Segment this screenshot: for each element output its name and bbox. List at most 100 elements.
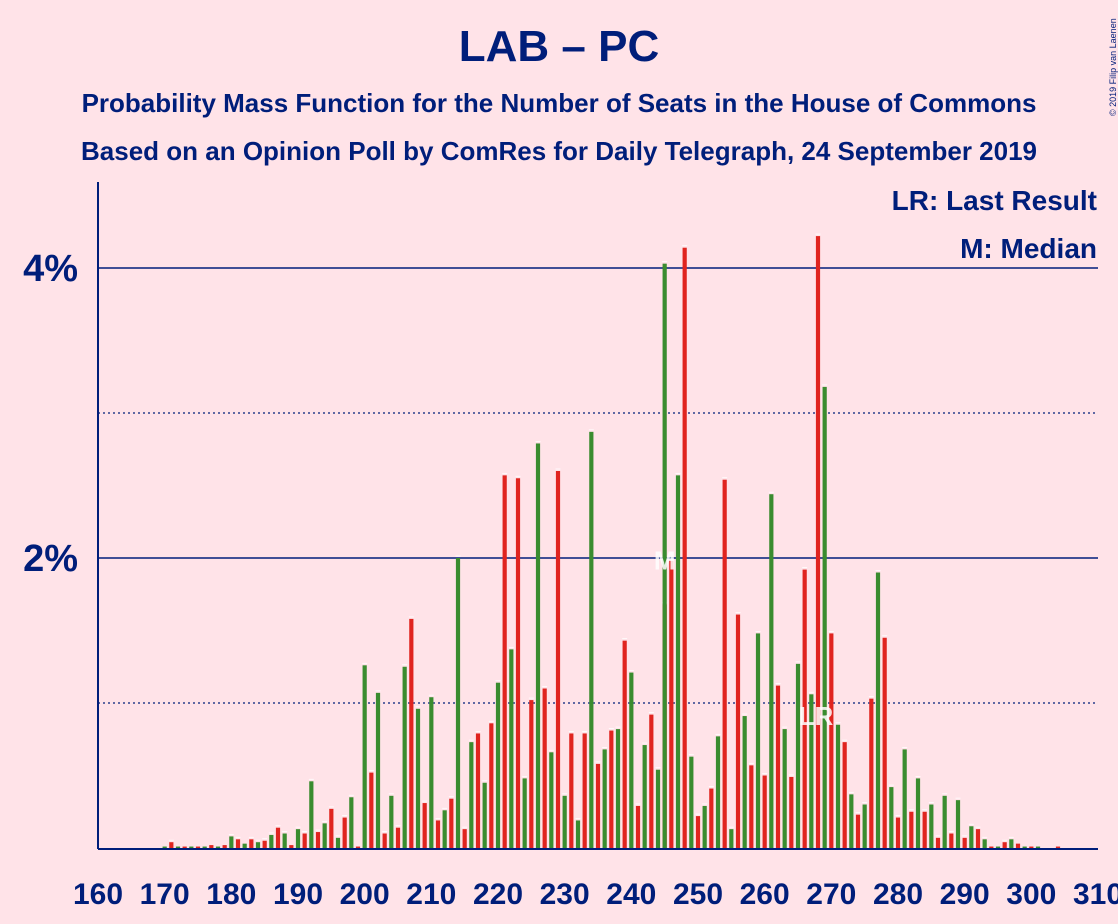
bar-seat-283 [915,778,921,848]
bar-seat-264 [789,776,794,848]
bar-seat-212 [442,810,447,848]
bar-seat-300 [1029,846,1034,848]
bar-seat-208 [415,708,421,848]
bar-seat-191 [302,833,307,848]
bar-seat-181 [235,839,241,848]
bar-seat-271 [835,724,841,848]
bar-seat-177 [209,845,214,848]
bar-seat-180 [229,836,234,848]
y-tick-2: 2% [23,538,78,580]
bar-seat-224 [522,778,527,848]
markers: M LR [654,546,834,731]
bars [162,233,1061,849]
bar-seat-218 [482,782,487,848]
bar-seat-241 [635,805,641,848]
x-tick-250: 250 [673,878,723,911]
bar-seat-197 [342,817,347,848]
legend-median: M: Median [960,233,1097,264]
bar-seat-296 [1002,842,1007,848]
bar-seat-256 [735,614,741,848]
bar-seat-289 [955,800,961,848]
bar-seat-267 [809,694,814,848]
bar-seat-234 [589,431,594,848]
x-tick-310: 310 [1073,878,1118,911]
bar-seat-285 [929,804,934,848]
bar-seat-236 [602,749,607,848]
bar-seat-184 [255,842,261,848]
bar-seat-186 [269,834,274,848]
bar-seat-228 [549,752,554,848]
bar-seat-288 [949,833,954,848]
bar-seat-220 [495,682,501,848]
bar-seat-178 [215,846,221,848]
bar-seat-240 [629,672,634,848]
x-tick-labels: 160 170 180 190 200 210 220 230 240 250 260 270 280 2… [73,878,1118,911]
bar-seat-260 [762,775,767,848]
bar-seat-242 [642,745,647,848]
bar-seat-258 [749,765,754,848]
bar-seat-173 [182,846,187,848]
bar-seat-249 [689,756,694,848]
bar-seat-237 [609,730,614,848]
bar-seat-273 [849,794,854,848]
bar-seat-172 [175,846,181,848]
gridlines [98,267,1098,704]
bar-seat-231 [569,733,574,848]
bar-seat-176 [202,846,207,848]
bar-seat-219 [489,723,494,848]
bar-seat-282 [909,811,914,848]
x-tick-160: 160 [73,878,123,911]
bar-seat-299 [1022,846,1027,848]
x-tick-300: 300 [1006,878,1056,911]
y-tick-4: 4% [23,248,78,290]
bar-seat-182 [242,843,247,848]
x-tick-290: 290 [940,878,990,911]
bar-seat-261 [769,494,774,848]
bar-seat-215 [462,829,467,848]
bar-seat-281 [902,749,907,848]
bar-seat-250 [695,816,701,848]
bar-seat-259 [755,633,761,848]
bar-seat-226 [535,443,541,848]
bar-seat-193 [315,832,321,848]
bar-seat-253 [715,736,721,848]
bar-seat-195 [329,808,334,848]
bar-seat-196 [335,837,341,848]
bar-seat-171 [169,842,174,848]
bar-seat-205 [395,827,401,848]
bar-seat-263 [782,729,787,848]
x-tick-220: 220 [473,878,523,911]
bar-seat-278 [882,637,887,848]
bar-seat-230 [562,795,567,848]
x-tick-200: 200 [340,878,390,911]
bar-seat-295 [995,846,1001,848]
chart-subtitle-source: Based on an Opinion Poll by ComRes for D… [81,136,1037,166]
bar-seat-199 [355,846,361,848]
y-tick-labels: 2% 4% [23,248,78,580]
bar-seat-175 [195,846,201,848]
bar-seat-170 [162,846,167,848]
bar-seat-204 [389,795,394,848]
bar-seat-286 [935,837,941,848]
bar-seat-255 [729,829,734,848]
bar-seat-198 [349,797,354,848]
bar-seat-188 [282,833,287,848]
bar-seat-251 [702,805,707,848]
bar-seat-210 [429,697,434,848]
x-tick-180: 180 [206,878,256,911]
bar-seat-174 [189,846,194,848]
bar-seat-257 [742,716,747,848]
bar-seat-244 [655,769,661,848]
legend-last-result: LR: Last Result [892,185,1097,216]
bar-seat-194 [322,823,327,848]
bar-seat-301 [1035,846,1041,848]
bar-seat-235 [595,763,601,848]
bar-seat-248 [682,247,687,848]
bar-seat-276 [869,698,874,848]
bar-seat-206 [402,666,407,848]
bar-seat-217 [475,733,481,848]
x-tick-240: 240 [606,878,656,911]
bar-seat-284 [922,811,927,848]
bar-seat-232 [575,820,581,848]
